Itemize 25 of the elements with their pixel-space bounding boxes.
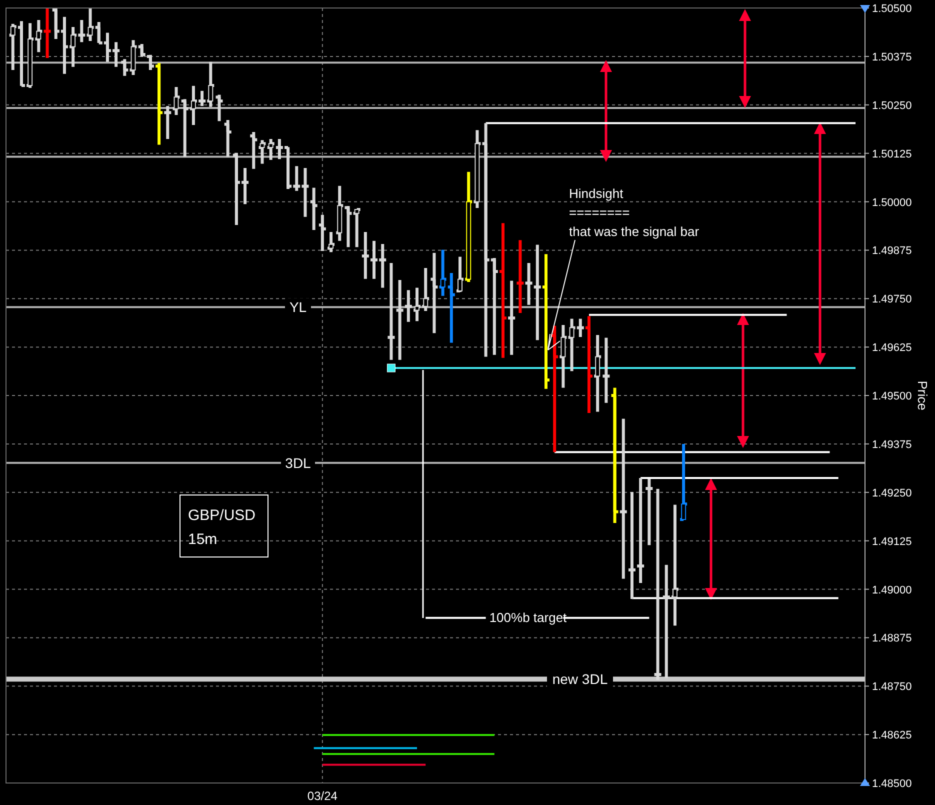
- annotation: GBP/USD 15m: [188, 507, 256, 548]
- y-tick-label: 1.49500: [872, 390, 912, 402]
- ref-line-label: new 3DL: [552, 671, 608, 688]
- y-tick-label: 1.48875: [872, 632, 912, 645]
- ref-line-label: 3DL: [285, 454, 312, 471]
- x-tick-label: 03/24: [307, 789, 338, 803]
- y-tick-label: 1.50125: [872, 148, 912, 160]
- y-tick-label: 1.50250: [872, 100, 912, 112]
- y-axis-title: Price: [915, 380, 930, 410]
- y-tick-label: 1.48500: [872, 778, 912, 790]
- y-tick-label: 1.50500: [872, 3, 912, 15]
- y-tick-label: 1.49000: [872, 584, 912, 596]
- annotation: Hindsight ======== that was the signal bar: [569, 186, 700, 239]
- y-tick-label: 1.50375: [872, 51, 912, 64]
- y-tick-label: 1.49375: [872, 438, 912, 451]
- annotation: 100%b target: [489, 610, 568, 625]
- y-tick-label: 1.48750: [872, 681, 912, 694]
- y-tick-label: 1.48625: [872, 730, 912, 742]
- y-tick-label: 1.50000: [872, 196, 912, 209]
- y-tick-label: 1.49250: [872, 487, 912, 500]
- y-tick-label: 1.49875: [872, 245, 912, 258]
- ref-line-label: YL: [289, 299, 307, 316]
- y-tick-label: 1.49125: [872, 536, 912, 548]
- y-tick-label: 1.49750: [872, 294, 912, 306]
- y-tick-label: 1.49625: [872, 342, 912, 354]
